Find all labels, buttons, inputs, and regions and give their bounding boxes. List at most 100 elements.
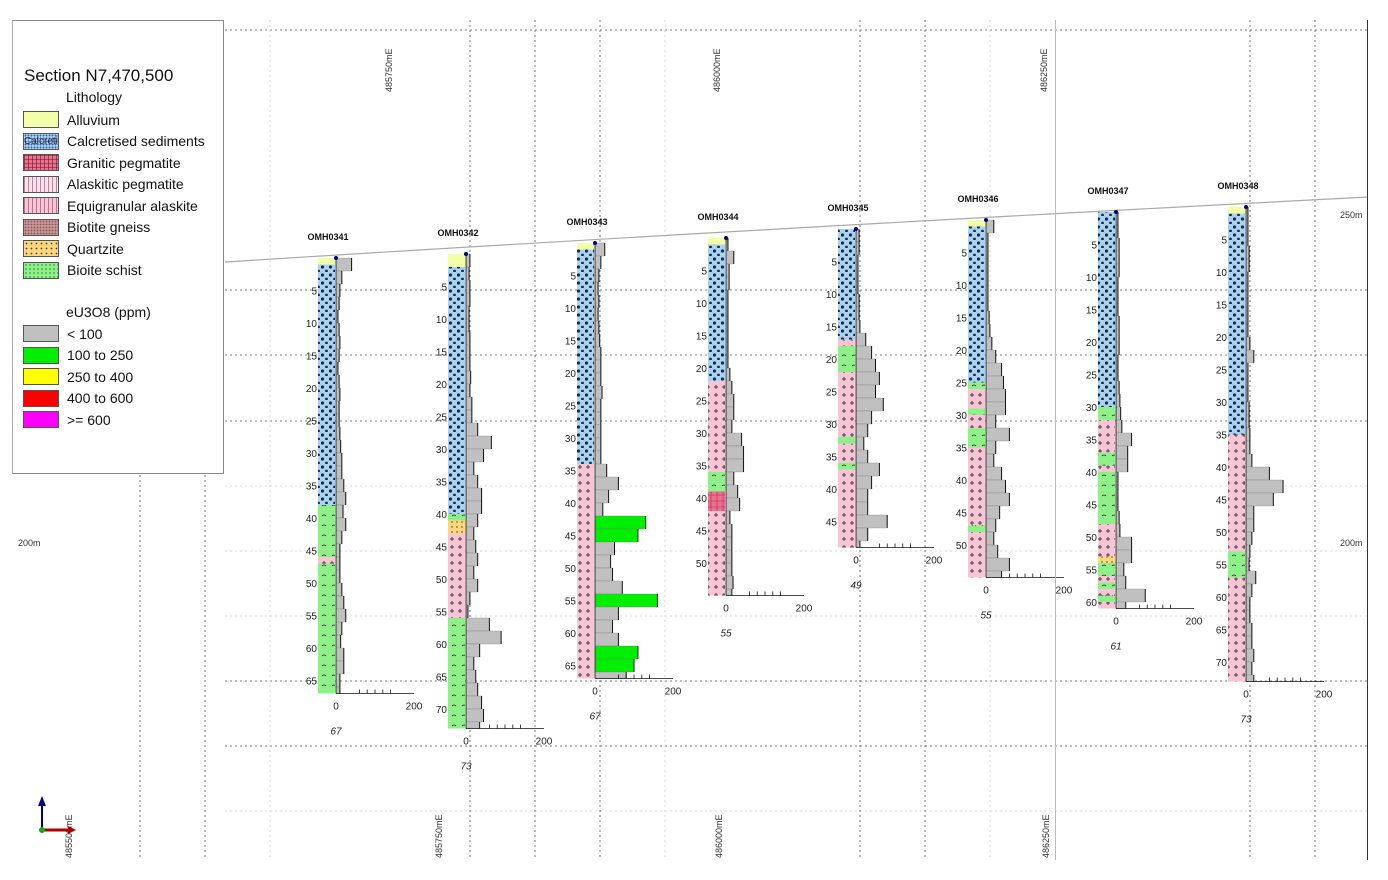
grade-bar — [465, 357, 471, 372]
legend-swatch — [23, 346, 59, 364]
depth-tick-label: 45 — [436, 543, 448, 554]
depth-tick-label: 40 — [565, 499, 577, 510]
grade-bar — [985, 219, 994, 234]
legend-label: Alluvium — [67, 111, 120, 128]
grade-bar — [465, 682, 478, 697]
grade-bar — [594, 489, 609, 504]
drillhole-omh0343[interactable]: OMH0343 5 10 15 20 25 30 35 40 45 50 55 60 65 0 200 67 — [565, 217, 682, 723]
histogram-min-label: 0 — [723, 604, 729, 615]
depth-tick-label: 15 — [1216, 301, 1228, 312]
depth-tick-label: 65 — [436, 673, 448, 684]
grade-bar — [594, 554, 611, 569]
depth-tick-label: 60 — [1216, 593, 1228, 604]
collar-marker — [334, 256, 338, 260]
depth-tick-label: 25 — [1216, 366, 1228, 377]
lithology-interval-schist — [1098, 582, 1115, 589]
lithology-interval-equigranular — [838, 339, 855, 346]
grade-bar — [1245, 648, 1254, 663]
grade-bar — [594, 450, 601, 465]
depth-tick-label: 55 — [1216, 561, 1228, 572]
depth-tick-label: 5 — [441, 283, 447, 294]
depth-tick-label: 10 — [306, 319, 318, 330]
lithology-interval-equigranular — [968, 389, 985, 409]
elevation-label-right: 200m — [1340, 538, 1363, 548]
drillhole-omh0342[interactable]: OMH0342 5 10 15 20 25 30 35 40 45 50 55 60 65 70 0 200 73 — [436, 228, 553, 773]
grade-bar — [725, 393, 734, 408]
drillhole-omh0347[interactable]: OMH0347 5 10 15 20 25 30 35 40 45 50 55 60 0 200 61 — [1086, 186, 1203, 653]
hole-name-label: OMH0348 — [1217, 181, 1258, 191]
easting-label-top: 485750mE — [384, 48, 394, 92]
grade-bar — [985, 570, 1002, 578]
legend-swatch — [23, 240, 59, 257]
grade-bar — [594, 411, 601, 426]
drillhole-omh0341[interactable]: OMH0341 5 10 15 20 25 30 35 40 45 50 55 60 65 0 200 67 — [306, 232, 423, 738]
depth-tick-label: 25 — [306, 417, 318, 428]
grade-bar — [1245, 609, 1251, 624]
lithology-interval-equigranular — [838, 469, 855, 548]
drillhole-omh0348[interactable]: OMH0348 5 10 15 20 25 30 35 40 45 50 55 60 65 70 0 200 73 — [1216, 181, 1333, 726]
grade-bar — [1245, 583, 1252, 598]
grade-bar — [465, 513, 478, 528]
grade-bar — [1245, 531, 1252, 546]
depth-tick-label: 25 — [565, 402, 577, 413]
grade-bar — [335, 608, 346, 623]
grade-bar — [335, 465, 342, 480]
grade-bar — [725, 484, 738, 499]
legend-label: Equigranular alaskite — [67, 197, 198, 214]
grade-bar — [1115, 458, 1128, 473]
histogram-min-label: 0 — [983, 586, 989, 597]
grade-bar — [335, 634, 341, 649]
legend-label: 100 to 250 — [67, 347, 134, 363]
frame-right-border — [1367, 20, 1368, 860]
grade-bar — [335, 270, 342, 285]
grade-bar — [465, 695, 482, 710]
grade-bar — [335, 491, 346, 506]
grade-bar — [985, 323, 991, 338]
histogram-min-label: 0 — [333, 702, 339, 713]
legend-label: 250 to 400 — [67, 368, 134, 385]
depth-tick-label: 45 — [696, 527, 708, 538]
grade-bar — [725, 250, 734, 265]
drillhole-omh0346[interactable]: OMH0346 5 10 15 20 25 30 35 40 45 50 0 200 55 — [956, 194, 1073, 622]
grade-bar — [1245, 479, 1284, 494]
grade-heading: eU3O8 (ppm) — [66, 304, 151, 320]
legend-swatch — [23, 389, 59, 407]
grade-bar — [855, 449, 868, 464]
depth-tick-label: 5 — [961, 249, 967, 260]
depth-tick-label: 55 — [565, 597, 577, 608]
grade-bar — [335, 569, 341, 584]
grade-bar — [465, 617, 490, 632]
grade-bar — [1115, 549, 1132, 564]
grade-bar — [465, 292, 471, 307]
histogram-max-label: 200 — [406, 702, 423, 713]
hole-name-label: OMH0341 — [307, 232, 348, 242]
grade-bar — [725, 458, 744, 473]
depth-tick-label: 65 — [306, 677, 318, 688]
grade-bar — [1245, 492, 1274, 507]
grade-bar — [594, 385, 603, 400]
grade-bar — [465, 487, 482, 502]
legend-swatch — [23, 411, 59, 428]
grade-bar — [1115, 601, 1126, 609]
grade-bar — [335, 517, 346, 532]
grade-bar — [335, 660, 344, 675]
grade-bar — [465, 461, 474, 476]
histogram-max-label: 200 — [1316, 690, 1333, 701]
grade-bar — [335, 530, 342, 545]
grade-bar — [855, 371, 880, 386]
grade-bar — [985, 557, 1010, 572]
grade-bar — [465, 344, 471, 359]
lithology-interval-schist — [318, 563, 335, 694]
grade-bar — [594, 437, 601, 452]
depth-tick-label: 50 — [1216, 528, 1228, 539]
histogram-max-label: 200 — [1056, 586, 1073, 597]
drillhole-omh0344[interactable]: OMH0344 5 10 15 20 25 30 35 40 45 50 0 200 55 — [696, 212, 813, 640]
lithology-interval-equigranular — [968, 532, 985, 578]
collar-marker — [1114, 210, 1118, 214]
grade-bar — [465, 539, 476, 554]
depth-tick-label: 20 — [1086, 338, 1098, 349]
drillhole-omh0345[interactable]: OMH0345 5 10 15 20 25 30 35 40 45 0 200 49 — [826, 203, 943, 592]
histogram-min-label: 0 — [463, 737, 469, 748]
grade-bar — [985, 362, 1002, 377]
grade-bar — [594, 528, 639, 543]
